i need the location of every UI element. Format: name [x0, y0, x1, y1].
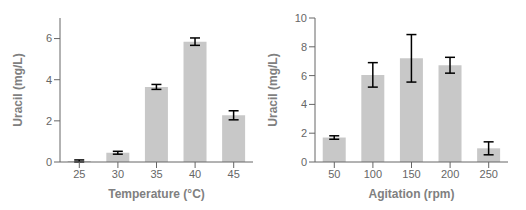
svg-text:30: 30	[112, 168, 124, 180]
svg-text:200: 200	[441, 168, 459, 180]
svg-text:Temperature (°C): Temperature (°C)	[108, 187, 205, 201]
svg-text:Uracil (mg/L): Uracil (mg/L)	[11, 53, 25, 126]
svg-text:2: 2	[46, 115, 52, 127]
svg-text:150: 150	[402, 168, 420, 180]
svg-text:4: 4	[46, 74, 52, 86]
svg-text:100: 100	[364, 168, 382, 180]
svg-text:50: 50	[328, 168, 340, 180]
svg-text:250: 250	[480, 168, 498, 180]
svg-text:25: 25	[73, 168, 85, 180]
svg-text:6: 6	[46, 32, 52, 44]
svg-text:35: 35	[150, 168, 162, 180]
svg-text:6: 6	[301, 70, 307, 82]
svg-text:0: 0	[301, 156, 307, 168]
svg-text:40: 40	[189, 168, 201, 180]
svg-text:4: 4	[301, 98, 307, 110]
svg-text:2: 2	[301, 127, 307, 139]
svg-text:Uracil (mg/L): Uracil (mg/L)	[266, 53, 280, 126]
svg-text:10: 10	[295, 12, 307, 24]
svg-text:0: 0	[46, 156, 52, 168]
svg-text:8: 8	[301, 41, 307, 53]
svg-text:Agitation (rpm): Agitation (rpm)	[369, 187, 455, 201]
svg-text:45: 45	[228, 168, 240, 180]
